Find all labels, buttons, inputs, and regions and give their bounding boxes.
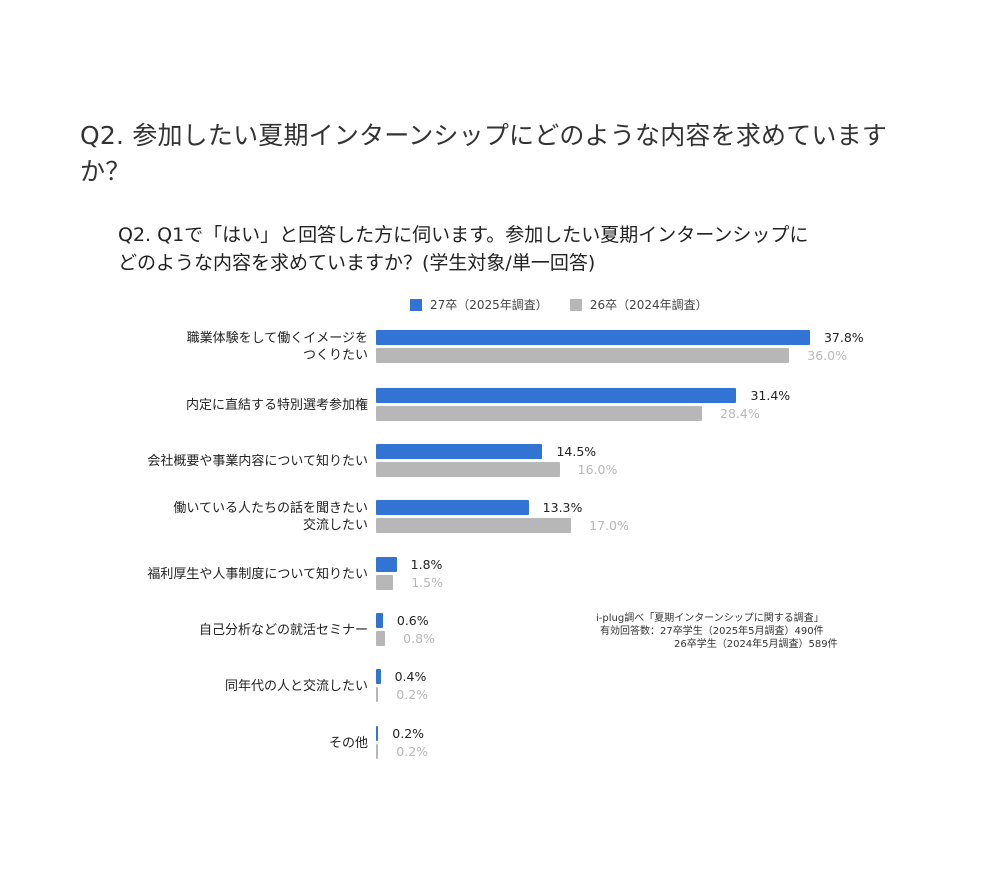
chart-legend: 27卒（2025年調査） 26卒（2024年調査） [410, 296, 708, 313]
category-label: 働いている人たちの話を聞きたい交流したい [108, 500, 368, 534]
value-label-2025: 37.8% [823, 330, 864, 345]
chart-row: 職業体験をして働くイメージをつくりたい 37.8% 36.0% [0, 330, 1000, 372]
category-label-line: つくりたい [302, 348, 368, 363]
category-label-line: 職業体験をして働くイメージを [186, 331, 368, 346]
category-label: 会社概要や事業内容について知りたい [108, 453, 368, 470]
chart-row: その他 0.2% 0.2% [0, 726, 1000, 768]
bar-2025 [376, 613, 383, 628]
value-label-2025: 0.4% [394, 669, 427, 684]
value-label-2025: 0.2% [392, 726, 425, 741]
category-label: 内定に直結する特別選考参加権 [108, 397, 368, 414]
legend-swatch-2025 [410, 298, 422, 311]
chart-title: Q2. Q1で「はい」と回答した方に伺います。参加したい夏期インターンシップに … [118, 221, 878, 277]
value-label-2024: 0.2% [396, 744, 429, 759]
bar-2024 [376, 687, 379, 702]
value-label-2024: 28.4% [720, 406, 760, 421]
bar-2024 [376, 744, 379, 759]
value-label-2025: 14.5% [556, 444, 597, 459]
category-label-line: その他 [328, 736, 368, 751]
category-label-line: 自己分析などの就活セミナー [198, 623, 368, 638]
bar-2025 [376, 500, 529, 515]
category-label: 福利厚生や人事制度について知りたい [108, 566, 368, 583]
bar-2024 [376, 631, 386, 646]
category-label-line: 福利厚生や人事制度について知りたい [147, 567, 368, 582]
value-label-2025: 0.6% [396, 613, 429, 628]
chart-row: 会社概要や事業内容について知りたい 14.5% 16.0% [0, 444, 1000, 486]
bar-2024 [376, 518, 572, 533]
page-title: Q2. 参加したい夏期インターンシップにどのような内容を求めていますか？ [80, 121, 888, 186]
bar-2024 [376, 406, 703, 421]
value-label-2025: 31.4% [750, 388, 791, 403]
bar-2024 [376, 575, 394, 590]
chart-row: 働いている人たちの話を聞きたい交流したい 13.3% 17.0% [0, 500, 1000, 542]
source-note: i-plug調べ「夏期インターンシップに関する調査」 有効回答数：27卒学生（2… [596, 612, 838, 651]
legend-label-2024: 26卒（2024年調査） [589, 298, 708, 312]
category-label-line: 会社概要や事業内容について知りたい [147, 454, 368, 469]
bar-2024 [376, 348, 790, 363]
legend-item-2025: 27卒（2025年調査） [410, 296, 548, 313]
category-label: 職業体験をして働くイメージをつくりたい [108, 330, 368, 364]
value-label-2024: 17.0% [589, 518, 629, 533]
bar-2025 [376, 330, 810, 345]
value-label-2024: 16.0% [577, 462, 618, 477]
category-label: その他 [108, 735, 368, 752]
chart-title-line1: Q2. Q1で「はい」と回答した方に伺います。参加したい夏期インターンシップに [118, 224, 809, 246]
chart-row: 同年代の人と交流したい 0.4% 0.2% [0, 669, 1000, 711]
category-label: 自己分析などの就活セミナー [108, 622, 368, 639]
source-line1: i-plug調べ「夏期インターンシップに関する調査」 [596, 613, 824, 624]
category-label-line: 交流したい [302, 518, 368, 533]
value-label-2025: 1.8% [410, 557, 443, 572]
bar-2024 [376, 462, 560, 477]
source-line2: 有効回答数：27卒学生（2025年5月調査）490件 [600, 626, 824, 637]
category-label: 同年代の人と交流したい [108, 678, 368, 695]
value-label-2024: 0.8% [403, 631, 435, 646]
bar-2025 [376, 388, 737, 403]
chart-row: 内定に直結する特別選考参加権 31.4% 28.4% [0, 388, 1000, 430]
source-line3: 26卒学生（2024年5月調査）589件 [674, 639, 838, 650]
bar-2025 [376, 444, 543, 459]
value-label-2025: 13.3% [542, 500, 583, 515]
legend-swatch-2024 [569, 298, 582, 311]
chart-row: 福利厚生や人事制度について知りたい 1.8% 1.5% [0, 557, 1000, 599]
value-label-2024: 1.5% [411, 575, 443, 590]
chart-row: 自己分析などの就活セミナー 0.6% 0.8% [0, 613, 1000, 655]
value-label-2024: 0.2% [396, 687, 429, 702]
bar-2025 [376, 557, 397, 572]
legend-item-2024: 26卒（2024年調査） [569, 296, 708, 313]
legend-label-2025: 27卒（2025年調査） [430, 298, 548, 312]
value-label-2024: 36.0% [807, 348, 847, 363]
bar-2025 [376, 669, 381, 684]
category-label-line: 内定に直結する特別選考参加権 [185, 398, 368, 413]
chart-title-line2: どのような内容を求めていますか？(学生対象/単一回答) [118, 252, 596, 274]
bar-2025 [376, 726, 379, 741]
category-label-line: 同年代の人と交流したい [224, 679, 368, 694]
category-label-line: 働いている人たちの話を聞きたい [173, 501, 368, 516]
